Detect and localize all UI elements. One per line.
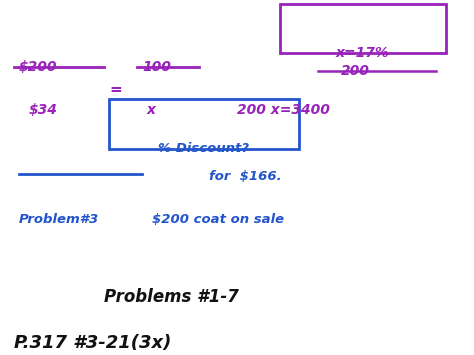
Text: 200: 200 <box>341 64 370 78</box>
FancyBboxPatch shape <box>280 4 446 53</box>
Text: P.317 #3-21(3x): P.317 #3-21(3x) <box>14 334 172 352</box>
Text: x=17%: x=17% <box>336 46 390 60</box>
Text: Problem#3: Problem#3 <box>19 213 99 226</box>
Text: 100: 100 <box>142 60 171 74</box>
Text: =: = <box>109 82 122 97</box>
Text: for  $166.: for $166. <box>209 170 281 184</box>
Text: $34: $34 <box>28 103 57 117</box>
Text: $200 coat on sale: $200 coat on sale <box>152 213 284 226</box>
FancyBboxPatch shape <box>109 99 299 149</box>
Text: % Discount?: % Discount? <box>158 142 249 155</box>
Text: 200 x=3400: 200 x=3400 <box>237 103 330 117</box>
Text: Problems #1-7: Problems #1-7 <box>104 288 239 306</box>
Text: $200: $200 <box>19 60 57 74</box>
Text: x: x <box>147 103 156 117</box>
